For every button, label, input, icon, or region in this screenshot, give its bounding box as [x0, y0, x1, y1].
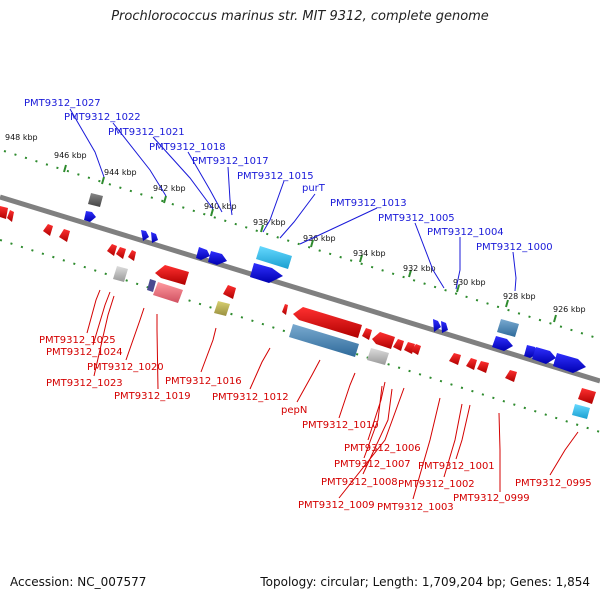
- genome-backbone: [0, 194, 600, 384]
- forward-gene[interactable]: [208, 251, 227, 265]
- reverse-gene[interactable]: [153, 282, 183, 303]
- gene-label-purt[interactable]: purT: [302, 183, 326, 194]
- forward-gene[interactable]: [497, 319, 519, 337]
- gene-label-pmt9312-1019[interactable]: PMT9312_1019: [114, 391, 191, 402]
- tick-label: 930 kbp: [453, 278, 486, 287]
- tick-label: 936 kbp: [303, 234, 336, 243]
- gene-label-pmt9312-1012[interactable]: PMT9312_1012: [212, 392, 289, 403]
- tick-label: 948 kbp: [5, 133, 38, 142]
- reverse-gene[interactable]: [7, 210, 14, 222]
- tick-label: 926 kbp: [553, 305, 586, 314]
- gene-label-pmt9312-0999[interactable]: PMT9312_0999: [453, 493, 530, 504]
- tick-label: 928 kbp: [503, 292, 536, 301]
- reverse-gene[interactable]: [147, 279, 156, 292]
- reverse-gene[interactable]: [116, 247, 126, 259]
- reverse-gene[interactable]: [223, 285, 236, 299]
- gene-label-pmt9312-1010[interactable]: PMT9312_1010: [302, 420, 379, 431]
- reverse-gene[interactable]: [289, 324, 359, 357]
- gene-label-pmt9312-1007[interactable]: PMT9312_1007: [334, 459, 411, 470]
- reverse-gene[interactable]: [572, 404, 590, 419]
- reverse-gene[interactable]: [477, 361, 489, 373]
- reverse-gene[interactable]: [43, 224, 53, 236]
- gene-label-pmt9312-1020[interactable]: PMT9312_1020: [87, 362, 164, 373]
- gene-label-pmt9312-1003[interactable]: PMT9312_1003: [377, 502, 454, 513]
- reverse-gene[interactable]: [505, 370, 517, 382]
- reverse-gene[interactable]: [293, 307, 362, 338]
- reverse-leaders: [86, 289, 579, 500]
- reverse-gene[interactable]: [393, 339, 404, 351]
- reverse-gene-labels: PMT9312_1025 PMT9312_1024 PMT9312_1023 P…: [39, 335, 592, 513]
- forward-gene[interactable]: [196, 247, 210, 260]
- tracks: [0, 150, 600, 433]
- tick-label: 946 kbp: [54, 151, 87, 160]
- gene-label-pmt9312-1001[interactable]: PMT9312_1001: [418, 461, 495, 472]
- reverse-gene[interactable]: [411, 344, 421, 355]
- reverse-gene[interactable]: [214, 301, 230, 316]
- tick-label: 944 kbp: [104, 168, 137, 177]
- gene-label-pmt9312-1009[interactable]: PMT9312_1009: [298, 500, 375, 511]
- reverse-gene[interactable]: [367, 348, 389, 365]
- reverse-gene[interactable]: [0, 206, 8, 219]
- genome-summary: Topology: circular; Length: 1,709,204 bp…: [260, 575, 590, 589]
- gene-label-pmt9312-0995[interactable]: PMT9312_0995: [515, 478, 592, 489]
- reverse-gene[interactable]: [128, 250, 136, 261]
- forward-gene[interactable]: [433, 319, 441, 332]
- tick-label: 932 kbp: [403, 264, 436, 273]
- reverse-gene[interactable]: [59, 229, 70, 242]
- gene-label-pmt9312-1002[interactable]: PMT9312_1002: [398, 479, 475, 490]
- gene-label-pmt9312-1027[interactable]: PMT9312_1027: [24, 98, 101, 109]
- forward-gene[interactable]: [151, 232, 158, 243]
- forward-gene[interactable]: [492, 336, 513, 351]
- reverse-gene[interactable]: [578, 388, 596, 404]
- forward-gene[interactable]: [88, 193, 103, 207]
- gene-label-pmt9312-1008[interactable]: PMT9312_1008: [321, 477, 398, 488]
- forward-gene[interactable]: [532, 347, 556, 364]
- gene-label-pmt9312-1021[interactable]: PMT9312_1021: [108, 127, 185, 138]
- forward-gene[interactable]: [441, 321, 448, 333]
- gene-label-pmt9312-1024[interactable]: PMT9312_1024: [46, 347, 123, 358]
- forward-gene[interactable]: [141, 230, 149, 241]
- forward-gene-labels: PMT9312_1027 PMT9312_1022 PMT9312_1021 P…: [24, 98, 553, 253]
- gene-label-pmt9312-1022[interactable]: PMT9312_1022: [64, 112, 141, 123]
- forward-gene[interactable]: [256, 246, 292, 269]
- gene-label-pmt9312-1023[interactable]: PMT9312_1023: [46, 378, 123, 389]
- gene-label-pmt9312-1005[interactable]: PMT9312_1005: [378, 213, 455, 224]
- reverse-gene[interactable]: [113, 266, 128, 282]
- forward-features: [84, 193, 586, 373]
- reverse-gene[interactable]: [107, 244, 117, 256]
- tick-label: 938 kbp: [253, 218, 286, 227]
- gene-label-pmt9312-1016[interactable]: PMT9312_1016: [165, 376, 242, 387]
- tick-label: 940 kbp: [204, 202, 237, 211]
- map-title: Prochlorococcus marinus str. MIT 9312, c…: [111, 9, 489, 24]
- reverse-features: [0, 206, 596, 419]
- tick-labels: 948 kbp 946 kbp 944 kbp 942 kbp 940 kbp …: [5, 133, 586, 314]
- tick-label: 934 kbp: [353, 249, 386, 258]
- gene-label-pmt9312-1006[interactable]: PMT9312_1006: [344, 443, 421, 454]
- reverse-gene[interactable]: [282, 304, 288, 315]
- gene-label-pepn[interactable]: pepN: [281, 405, 307, 416]
- reverse-gene[interactable]: [466, 358, 477, 370]
- gene-label-pmt9312-1015[interactable]: PMT9312_1015: [237, 171, 314, 182]
- forward-gene[interactable]: [553, 353, 586, 373]
- reverse-gene[interactable]: [362, 328, 372, 340]
- forward-gene[interactable]: [84, 211, 96, 222]
- reverse-gene[interactable]: [155, 265, 189, 285]
- tick-label: 942 kbp: [153, 184, 186, 193]
- gene-label-pmt9312-1000[interactable]: PMT9312_1000: [476, 242, 553, 253]
- major-ticks: [63, 164, 557, 323]
- forward-gene[interactable]: [250, 263, 283, 283]
- gene-label-pmt9312-1013[interactable]: PMT9312_1013: [330, 198, 407, 209]
- forward-leaders: [69, 108, 517, 292]
- reverse-gene[interactable]: [372, 332, 395, 349]
- gene-label-pmt9312-1018[interactable]: PMT9312_1018: [149, 142, 226, 153]
- accession-label: Accession: NC_007577: [10, 575, 147, 589]
- gene-label-pmt9312-1017[interactable]: PMT9312_1017: [192, 156, 269, 167]
- reverse-gene[interactable]: [449, 353, 461, 365]
- gene-label-pmt9312-1004[interactable]: PMT9312_1004: [427, 227, 504, 238]
- gene-label-pmt9312-1025[interactable]: PMT9312_1025: [39, 335, 116, 346]
